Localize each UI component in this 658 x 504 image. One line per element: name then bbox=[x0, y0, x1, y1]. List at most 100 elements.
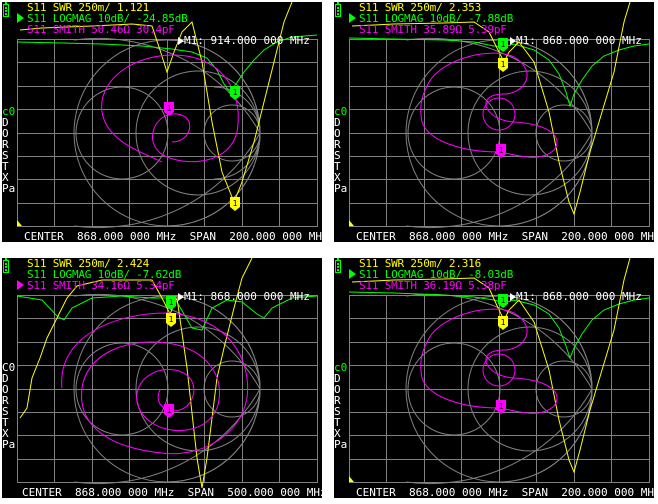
marker-1-smith[interactable]: 1 bbox=[496, 400, 506, 414]
svg-text:1: 1 bbox=[501, 318, 506, 327]
frequency-footer[interactable]: CENTER 868.000 000 MHz SPAN 200.000 000 … bbox=[24, 230, 322, 242]
svg-text:1: 1 bbox=[501, 296, 506, 305]
sidebar-item[interactable]: D bbox=[2, 372, 9, 385]
reference-tick bbox=[349, 476, 354, 482]
side-menu[interactable]: C0 D O R S T X Pa bbox=[2, 361, 16, 451]
marker-1-logmag[interactable]: 1 bbox=[166, 296, 176, 310]
battery-icon bbox=[335, 258, 341, 273]
svg-text:1: 1 bbox=[167, 406, 172, 415]
frequency-footer[interactable]: CENTER 868.000 000 MHz SPAN 500.000 000 … bbox=[22, 486, 322, 498]
smith-readout[interactable]: S11 SMITH 34.16Ω 5.34pF bbox=[27, 279, 175, 292]
marker-1-smith[interactable]: 1 bbox=[496, 144, 506, 158]
marker-1-smith[interactable]: 1 bbox=[164, 404, 174, 418]
battery-icon bbox=[3, 2, 9, 17]
sidebar-item[interactable]: R bbox=[334, 394, 341, 407]
sidebar-item[interactable]: S bbox=[334, 149, 341, 162]
chart-area: 1 1 1 bbox=[16, 258, 318, 489]
svg-text:1: 1 bbox=[167, 104, 172, 113]
svg-text:1: 1 bbox=[499, 146, 504, 155]
reference-tick bbox=[17, 220, 22, 226]
sidebar-item[interactable]: c0 bbox=[334, 361, 348, 374]
sidebar-item[interactable]: R bbox=[2, 138, 9, 151]
sidebar-item[interactable]: C0 bbox=[2, 361, 16, 374]
sidebar-item[interactable]: O bbox=[334, 383, 341, 396]
sidebar-item[interactable]: Pa bbox=[334, 182, 348, 195]
marker-1-logmag[interactable]: 1 bbox=[230, 86, 240, 100]
marker-readout[interactable]: M1: 868.000 000 MHz bbox=[184, 290, 310, 303]
swr-readout[interactable]: S11 SWR 250m/ 2.316 bbox=[359, 258, 482, 270]
marker-triangle-icon bbox=[178, 37, 184, 45]
smith-trace bbox=[101, 54, 239, 163]
sidebar-item[interactable]: T bbox=[334, 416, 341, 429]
side-menu[interactable]: c0 D O R S T X Pa bbox=[334, 105, 348, 195]
marker-1-swr[interactable]: 1 bbox=[230, 197, 240, 211]
nanovna-screen-top-left: 1 1 1 S11 SWR 250m/ 1.121 S11 LOGMAG 10d… bbox=[2, 2, 322, 242]
marker-readout[interactable]: M1: 914.000 000 MHz bbox=[184, 34, 310, 47]
sidebar-item[interactable]: S bbox=[2, 405, 9, 418]
sidebar-item[interactable]: T bbox=[334, 160, 341, 173]
sidebar-item[interactable]: T bbox=[2, 416, 9, 429]
svg-text:1: 1 bbox=[501, 60, 506, 69]
sidebar-item[interactable]: D bbox=[2, 116, 9, 129]
nanovna-screen-bottom-left: 1 1 1 S11 SWR 250m/ 2.424 S11 LOGMAG 10d… bbox=[2, 258, 322, 498]
sidebar-item[interactable]: R bbox=[334, 138, 341, 151]
marker-1-swr[interactable]: 1 bbox=[498, 316, 508, 330]
logmag-readout[interactable]: S11 LOGMAG 10dB/ -24.85dB bbox=[27, 12, 188, 25]
smith-readout[interactable]: S11 SMITH 35.89Ω 5.39pF bbox=[359, 23, 507, 36]
marker-readout[interactable]: M1: 868.000 000 MHz bbox=[516, 290, 642, 303]
sidebar-item[interactable]: c0 bbox=[334, 105, 348, 118]
sidebar-item[interactable]: X bbox=[334, 427, 341, 440]
smith-readout[interactable]: S11 SMITH 36.19Ω 5.38pF bbox=[359, 279, 507, 292]
logmag-readout[interactable]: S11 LOGMAG 10dB/ -7.88dB bbox=[359, 12, 514, 25]
sidebar-item[interactable]: O bbox=[2, 383, 9, 396]
nanovna-screen-top-right: 1 1 1 S11 SWR 250m/ 2.353 S11 LOGMAG 10d… bbox=[334, 2, 654, 242]
chart-area: 1 1 1 bbox=[348, 2, 650, 229]
sidebar-item[interactable]: S bbox=[334, 405, 341, 418]
marker-1-logmag[interactable]: 1 bbox=[498, 294, 508, 308]
smith-trace bbox=[420, 52, 558, 158]
sidebar-item[interactable]: O bbox=[334, 127, 341, 140]
sidebar-item[interactable]: Pa bbox=[2, 438, 16, 451]
marker-1-smith[interactable]: 1 bbox=[164, 102, 174, 116]
marker-1-logmag[interactable]: 1 bbox=[498, 38, 508, 52]
sidebar-item[interactable]: O bbox=[2, 127, 9, 140]
smith-readout[interactable]: S11 SMITH 50.46Ω 30.4pF bbox=[27, 23, 175, 36]
logmag-trace bbox=[348, 291, 650, 360]
battery-icon bbox=[335, 2, 341, 17]
marker-triangle-icon bbox=[178, 293, 184, 301]
swr-readout[interactable]: S11 SWR 250m/ 1.121 bbox=[27, 2, 150, 14]
sidebar-item[interactable]: X bbox=[2, 171, 9, 184]
smith-trace bbox=[61, 312, 249, 455]
reference-tick bbox=[349, 220, 354, 226]
logmag-readout[interactable]: S11 LOGMAG 10dB/ -7.62dB bbox=[27, 268, 182, 281]
svg-text:1: 1 bbox=[233, 88, 238, 97]
marker-1-swr[interactable]: 1 bbox=[498, 58, 508, 72]
side-menu[interactable]: c0 D O R S T X Pa bbox=[2, 105, 16, 195]
grid bbox=[17, 37, 318, 229]
marker-1-swr[interactable]: 1 bbox=[166, 313, 176, 327]
svg-text:1: 1 bbox=[169, 315, 174, 324]
sidebar-item[interactable]: X bbox=[2, 427, 9, 440]
frequency-footer[interactable]: CENTER 868.000 000 MHz SPAN 200.000 000 … bbox=[356, 230, 654, 242]
frequency-footer[interactable]: CENTER 868.000 000 MHz SPAN 200.000 000 … bbox=[356, 486, 654, 498]
sidebar-item[interactable]: X bbox=[334, 171, 341, 184]
active-trace-arrow-icon bbox=[349, 269, 356, 279]
battery-icon bbox=[3, 258, 9, 273]
marker-readout[interactable]: M1: 868.000 000 MHz bbox=[516, 34, 642, 47]
side-menu[interactable]: c0 D O R S T X Pa bbox=[334, 361, 348, 451]
sidebar-item[interactable]: T bbox=[2, 160, 9, 173]
nanovna-screen-bottom-right: 1 1 1 S11 SWR 250m/ 2.316 S11 LOGMAG 10d… bbox=[334, 258, 654, 498]
sidebar-item[interactable]: Pa bbox=[334, 438, 348, 451]
sidebar-item[interactable]: R bbox=[2, 394, 9, 407]
active-trace-arrow-icon bbox=[349, 13, 356, 23]
swr-readout[interactable]: S11 SWR 250m/ 2.353 bbox=[359, 2, 482, 14]
swr-readout[interactable]: S11 SWR 250m/ 2.424 bbox=[27, 258, 150, 270]
sidebar-item[interactable]: c0 bbox=[2, 105, 16, 118]
sidebar-item[interactable]: D bbox=[334, 116, 341, 129]
logmag-trace bbox=[348, 37, 650, 108]
chart-area: 1 1 1 bbox=[16, 2, 318, 229]
sidebar-item[interactable]: S bbox=[2, 149, 9, 162]
sidebar-item[interactable]: Pa bbox=[2, 182, 16, 195]
logmag-readout[interactable]: S11 LOGMAG 10dB/ -8.03dB bbox=[359, 268, 514, 281]
sidebar-item[interactable]: D bbox=[334, 372, 341, 385]
